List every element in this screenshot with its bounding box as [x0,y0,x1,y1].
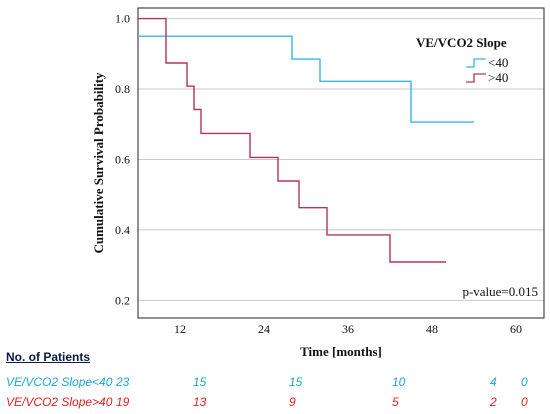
legend-title: VE/VCO2 Slope [416,35,507,50]
risk-count: 23 [116,375,130,389]
risk-row-label: VE/VCO2 Slope<40 [6,375,113,389]
series-lines [138,17,474,263]
x-tick-label: 48 [426,322,438,336]
p-value-annotation: p-value=0.015 [462,284,538,299]
x-tick-label: 36 [342,322,354,336]
y-axis-label: Cumulative Survival Probability [91,72,106,254]
x-tick-label: 24 [258,322,270,336]
legend-line-icon [466,73,486,83]
x-axis-label: Time [months] [300,344,382,359]
legend-line-icon [466,58,486,68]
risk-count: 0 [521,375,528,389]
risk-count: 15 [193,375,207,389]
risk-count: 10 [392,375,406,389]
y-tick-label: 1.0 [115,12,130,26]
risk-count: 15 [289,375,303,389]
risk-row-label: VE/VCO2 Slope>40 [6,395,113,409]
risk-count: 2 [490,395,497,409]
x-tick-label: 12 [174,322,186,336]
y-tick-labels: 0.2 0.4 0.6 0.8 1.0 [115,12,130,308]
risk-count: 4 [490,375,497,389]
legend-entry-label: >40 [488,70,508,85]
risk-count: 5 [392,395,399,409]
y-tick-label: 0.8 [115,82,130,96]
risk-table-row: VE/VCO2 Slope<40 23 15 15 10 4 0 [0,375,550,393]
x-tick-label: 60 [510,322,522,336]
plot-frame [137,7,545,319]
legend-entry-label: <40 [488,55,508,70]
y-tick-label: 0.2 [115,293,130,307]
series-line [138,17,446,263]
risk-count: 19 [116,395,130,409]
y-tick-label: 0.4 [115,223,130,237]
x-tick-labels: 12 24 36 48 60 [174,322,522,336]
risk-table-row: VE/VCO2 Slope>40 19 13 9 5 2 0 [0,395,550,413]
risk-count: 13 [193,395,207,409]
gridlines [138,18,544,301]
risk-table-title: No. of Patients [6,350,91,364]
risk-count: 0 [521,395,528,409]
legend: VE/VCO2 Slope <40>40 [416,35,508,85]
y-tick-label: 0.6 [115,152,130,166]
series-line [138,35,474,123]
risk-count: 9 [289,395,296,409]
